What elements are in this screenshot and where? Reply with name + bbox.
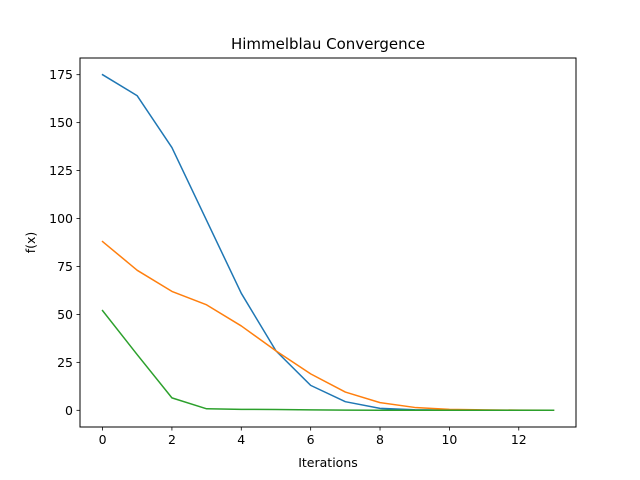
x-tick-label: 10 xyxy=(441,432,457,447)
x-axis-label: Iterations xyxy=(298,455,358,470)
plot-frame xyxy=(79,57,577,428)
y-tick-label: 150 xyxy=(49,115,73,130)
x-tick-label: 4 xyxy=(237,432,245,447)
y-tick-label: 75 xyxy=(57,259,73,274)
y-tick-label: 100 xyxy=(49,211,73,226)
y-tick-label: 25 xyxy=(57,355,73,370)
y-tick-label: 0 xyxy=(65,403,73,418)
x-tick-label: 8 xyxy=(376,432,384,447)
y-tick-label: 125 xyxy=(49,163,73,178)
y-axis-ticks: 0 25 50 75 100 125 150 175 xyxy=(49,67,80,418)
chart-title: Himmelblau Convergence xyxy=(231,35,425,53)
y-tick-label: 50 xyxy=(57,307,73,322)
x-axis-ticks: 0 2 4 6 8 10 12 xyxy=(99,427,527,447)
x-tick-label: 12 xyxy=(511,432,527,447)
y-tick-label: 175 xyxy=(49,67,73,82)
series-line-3 xyxy=(101,309,555,412)
y-axis-label: f(x) xyxy=(23,232,38,254)
x-tick-label: 6 xyxy=(307,432,315,447)
x-tick-label: 0 xyxy=(99,432,107,447)
x-tick-label: 2 xyxy=(168,432,176,447)
series-layer xyxy=(101,73,555,412)
